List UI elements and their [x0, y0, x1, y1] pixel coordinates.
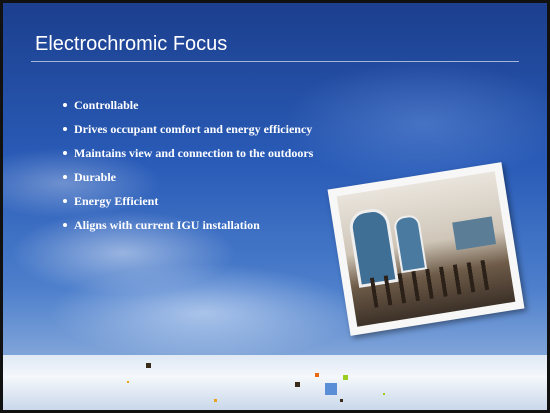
title-rule: [31, 61, 519, 62]
bullet-item: Drives occupant comfort and energy effic…: [63, 121, 313, 145]
bullet-item: Controllable: [63, 97, 313, 121]
bullet-list: Controllable Drives occupant comfort and …: [63, 97, 313, 241]
photo-frame: [327, 162, 525, 336]
bullet-item: Aligns with current IGU installation: [63, 217, 313, 241]
bullet-item: Energy Efficient: [63, 193, 313, 217]
bullet-item: Maintains view and connection to the out…: [63, 145, 313, 169]
bullet-item: Durable: [63, 169, 313, 193]
photo: [336, 171, 516, 327]
slide-title: Electrochromic Focus: [35, 33, 228, 55]
slide: Electrochromic Focus Controllable Drives …: [3, 3, 547, 410]
footer-band: [3, 355, 547, 410]
